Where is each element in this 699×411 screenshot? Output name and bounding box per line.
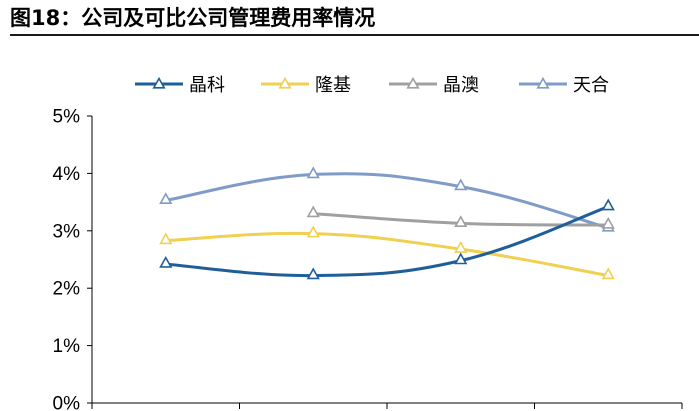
data-point bbox=[454, 178, 468, 191]
legend-label: 天合 bbox=[573, 75, 609, 95]
y-tick-label: 1% bbox=[53, 336, 81, 357]
data-point bbox=[454, 252, 468, 265]
series-4 bbox=[159, 166, 615, 232]
legend: 晶科 隆基 晶澳 天合 bbox=[135, 75, 609, 95]
data-point bbox=[159, 255, 173, 268]
legend-marker bbox=[278, 76, 292, 89]
data-point bbox=[306, 166, 320, 179]
series-line bbox=[164, 172, 610, 230]
y-tick-label: 5% bbox=[53, 107, 81, 128]
legend-item: 隆基 bbox=[261, 75, 351, 95]
y-tick-label: 4% bbox=[53, 164, 81, 185]
data-point bbox=[159, 232, 173, 245]
series-2 bbox=[159, 225, 615, 280]
series-3 bbox=[306, 205, 615, 229]
title-rule bbox=[10, 34, 699, 36]
series-1 bbox=[159, 198, 615, 280]
y-tick-label: 3% bbox=[53, 221, 81, 242]
y-tick-label: 2% bbox=[53, 279, 81, 300]
y-tick-label: 0% bbox=[53, 394, 81, 411]
axes: 0% 1% 2% 3% 4% 5% bbox=[53, 107, 683, 411]
series-line bbox=[164, 205, 610, 278]
legend-marker bbox=[152, 76, 166, 89]
legend-item: 晶澳 bbox=[389, 75, 479, 95]
data-point bbox=[454, 241, 468, 253]
series-layer bbox=[159, 166, 615, 280]
data-point bbox=[601, 267, 615, 280]
legend-item: 天合 bbox=[519, 75, 609, 95]
data-point bbox=[306, 267, 320, 280]
data-point bbox=[601, 198, 615, 211]
legend-label: 隆基 bbox=[315, 75, 351, 95]
data-point bbox=[159, 192, 173, 205]
legend-marker bbox=[536, 76, 550, 89]
legend-label: 晶科 bbox=[189, 75, 225, 95]
series-line bbox=[164, 231, 610, 278]
figure-title: 图18：公司及可比公司管理费用率情况 bbox=[10, 6, 376, 30]
data-point bbox=[601, 216, 615, 229]
data-point bbox=[306, 225, 320, 238]
legend-label: 晶澳 bbox=[443, 75, 479, 95]
legend-item: 晶科 bbox=[135, 75, 225, 95]
data-point bbox=[454, 215, 468, 227]
data-point bbox=[306, 205, 320, 218]
legend-marker bbox=[406, 76, 420, 89]
